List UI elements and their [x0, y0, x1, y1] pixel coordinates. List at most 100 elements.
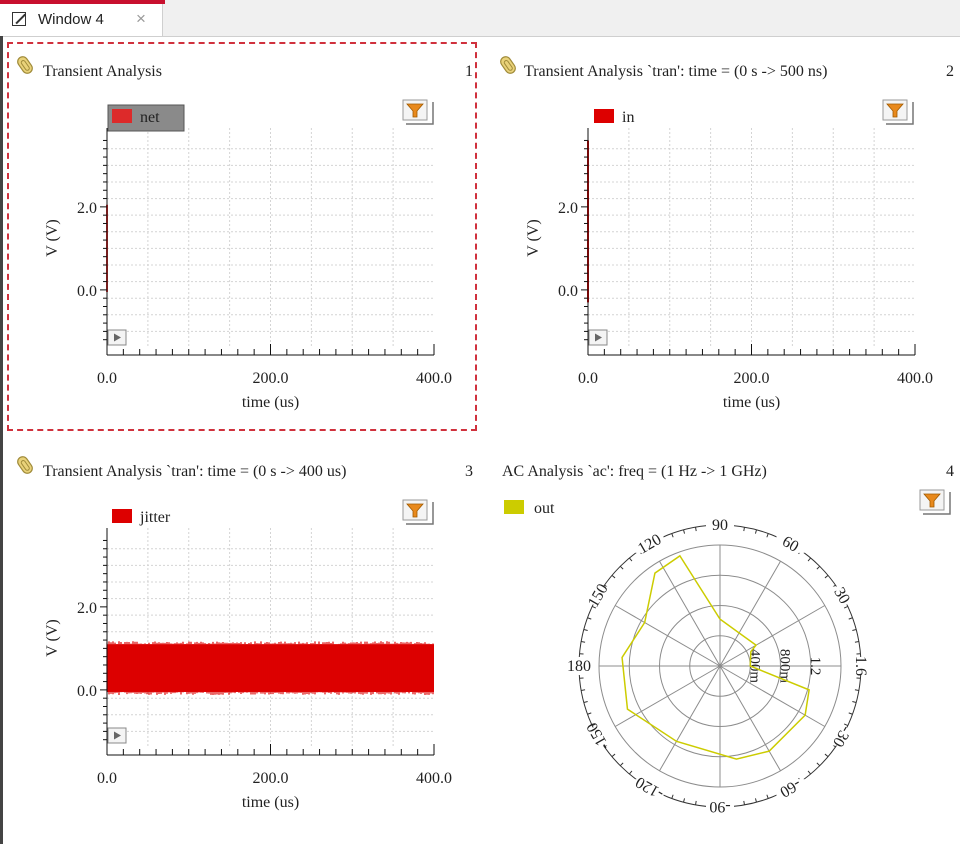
- angle-label-bg: [828, 586, 857, 605]
- spoke: [719, 665, 781, 772]
- legend-label: jitter: [139, 509, 171, 526]
- spoke: [719, 605, 826, 667]
- chart-title: AC Analysis `ac': freq = (1 Hz -> 1 GHz): [502, 463, 767, 480]
- angle-label-bg: [706, 798, 734, 816]
- y-axis-label: V (V): [44, 219, 61, 256]
- y-tick-label: 0.0: [77, 283, 97, 300]
- y-axis-label: V (V): [525, 219, 542, 256]
- angle-label-bg: [583, 727, 612, 746]
- angle-tick: [848, 617, 853, 620]
- angle-label: 60: [779, 533, 801, 556]
- angle-label: 1.6: [852, 656, 869, 676]
- angle-tick: [583, 700, 588, 703]
- spoke: [614, 605, 721, 667]
- angle-label-bg: [565, 657, 593, 675]
- play-icon[interactable]: [588, 329, 608, 346]
- legend-swatch: [594, 109, 614, 123]
- chart-index: 2: [946, 63, 954, 80]
- angle-tick: [587, 617, 592, 620]
- angle-label-bg: [706, 516, 734, 534]
- angle-tick: [683, 529, 686, 534]
- chart-index: 1: [465, 63, 473, 80]
- chart-3: Transient Analysis `tran': time = (0 s -…: [17, 456, 473, 811]
- grid: [107, 128, 434, 348]
- angle-label: -120: [633, 773, 667, 802]
- filter-icon[interactable]: [919, 489, 951, 515]
- chart-2: Transient Analysis `tran': time = (0 s -…: [500, 56, 954, 411]
- tab-bar: Window 4 ×: [0, 0, 960, 37]
- angle-tick: [581, 641, 586, 643]
- x-tick-label: 0.0: [97, 370, 117, 387]
- play-icon[interactable]: [107, 329, 127, 346]
- angle-tick: [843, 605, 849, 609]
- x-tick-label: 0.0: [578, 370, 598, 387]
- x-tick-label: 400.0: [416, 770, 452, 787]
- angle-tick: [611, 574, 616, 579]
- angle-tick: [583, 629, 588, 632]
- angle-tick: [581, 689, 586, 691]
- paperclip-icon: [17, 56, 33, 74]
- legend: in: [594, 109, 634, 126]
- legend: net: [107, 104, 185, 132]
- angle-tick: [816, 762, 821, 767]
- filter-icon[interactable]: [882, 99, 914, 125]
- angle-label: 90: [712, 517, 728, 534]
- angle-tick: [591, 605, 597, 609]
- x-tick-label: 400.0: [897, 370, 933, 387]
- chart-4: AC Analysis `ac': freq = (1 Hz -> 1 GHz)…: [502, 463, 954, 816]
- legend-label: out: [534, 500, 555, 517]
- window-left-edge: [0, 36, 3, 844]
- angle-tick: [683, 798, 686, 803]
- chart-title: Transient Analysis `tran': time = (0 s -…: [43, 463, 346, 480]
- angle-label-bg: [635, 779, 664, 798]
- paperclip-icon: [17, 456, 33, 474]
- angle-tick: [843, 723, 849, 727]
- filter-icon[interactable]: [402, 99, 434, 125]
- grid: [588, 128, 915, 348]
- chart-title: Transient Analysis `tran': time = (0 s -…: [524, 63, 827, 80]
- angle-tick: [671, 533, 674, 538]
- play-icon[interactable]: [107, 727, 127, 744]
- angle-tick: [824, 753, 829, 758]
- spoke: [719, 665, 826, 727]
- angle-tick: [591, 723, 597, 727]
- angle-tick: [766, 794, 769, 799]
- angle-label: 30: [830, 585, 853, 607]
- angle-tick: [854, 641, 859, 643]
- active-tab-indicator: [0, 0, 165, 4]
- tab-label: Window 4: [38, 11, 104, 28]
- y-tick-label: 2.0: [558, 200, 578, 217]
- filter-icon[interactable]: [402, 499, 434, 525]
- angle-label-bg: [583, 586, 612, 605]
- angle-tick: [848, 712, 853, 715]
- spoke: [614, 665, 721, 727]
- angle-tick: [754, 798, 757, 803]
- legend-swatch: [112, 509, 132, 523]
- angle-tick: [807, 557, 812, 562]
- angle-tick: [619, 565, 624, 570]
- series-out: [621, 554, 810, 760]
- angle-tick: [587, 712, 592, 715]
- angle-tick: [671, 794, 674, 799]
- window-graph-icon: [12, 12, 26, 26]
- x-axis-label: time (us): [242, 794, 299, 811]
- tab-window-4[interactable]: Window 4 ×: [0, 4, 163, 36]
- close-icon[interactable]: ×: [136, 9, 146, 28]
- legend-swatch: [504, 500, 524, 514]
- y-tick-label: 0.0: [77, 683, 97, 700]
- legend-label: net: [140, 109, 160, 126]
- angle-tick: [628, 770, 633, 775]
- angle-tick: [695, 800, 697, 805]
- chart-index: 4: [946, 463, 954, 480]
- paperclip-icon: [500, 56, 516, 74]
- y-tick-label: 0.0: [558, 283, 578, 300]
- angle-tick: [743, 527, 745, 532]
- x-tick-label: 200.0: [253, 770, 289, 787]
- radial-label: 400m: [746, 649, 762, 684]
- angle-label-bg: [776, 779, 805, 798]
- y-axis-label: V (V): [44, 619, 61, 656]
- angle-label: 180: [567, 658, 591, 675]
- x-axis-label: time (us): [242, 394, 299, 411]
- spoke: [659, 665, 721, 772]
